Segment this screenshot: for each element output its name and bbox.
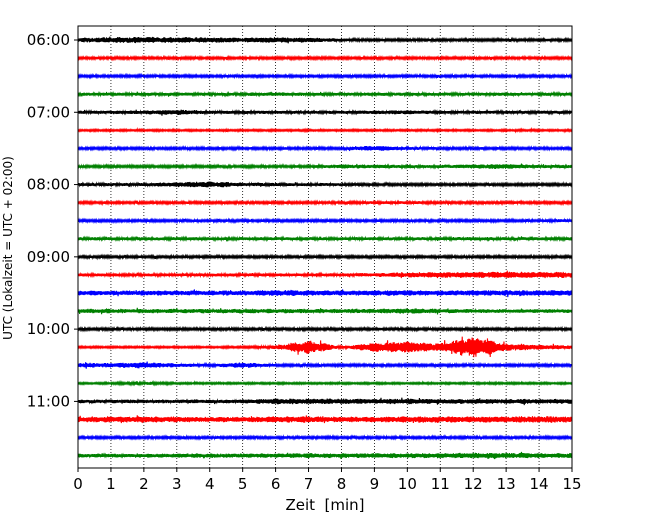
x-tick-label: 0 (73, 475, 83, 493)
x-tick-label: 15 (562, 475, 581, 493)
x-tick-label: 7 (304, 475, 314, 493)
x-tick-label: 1 (106, 475, 116, 493)
y-tick-label: 08:00 (27, 176, 70, 194)
x-tick-label: 8 (337, 475, 347, 493)
y-tick-label: 06:00 (27, 31, 70, 49)
trace-line (77, 336, 573, 358)
x-axis-label: Zeit [min] (285, 496, 364, 514)
x-tick-label: 11 (431, 475, 450, 493)
trace-line (77, 253, 573, 261)
x-tick-label: 4 (205, 475, 215, 493)
trace-line (77, 180, 573, 188)
trace-line (77, 217, 573, 225)
x-axis-ticks: 0 1 2 3 4 5 6 7 8 9 10 11 12 13 14 15 (73, 468, 582, 493)
trace-line (77, 54, 573, 62)
trace-line (77, 270, 573, 279)
trace-line (77, 163, 573, 170)
trace-line (77, 90, 573, 98)
x-tick-label: 5 (238, 475, 248, 493)
trace-line (77, 397, 573, 406)
trace-line (77, 199, 573, 207)
trace-line (77, 126, 573, 134)
y-tick-label: 07:00 (27, 103, 70, 121)
trace-line (77, 36, 573, 44)
trace-line (77, 235, 573, 243)
x-tick-label: 6 (271, 475, 281, 493)
plot-background (78, 26, 572, 468)
trace-line (77, 72, 573, 80)
y-tick-label: 10:00 (27, 320, 70, 338)
y-tick-label: 11:00 (27, 392, 70, 410)
trace-line (77, 379, 573, 387)
trace-line (77, 289, 573, 298)
trace-line (77, 325, 573, 333)
trace-line (77, 434, 573, 441)
trace-line (77, 451, 573, 460)
x-tick-label: 10 (398, 475, 417, 493)
x-tick-label: 14 (530, 475, 549, 493)
x-tick-label: 9 (370, 475, 380, 493)
trace-line (77, 307, 573, 315)
plot-frame (77, 25, 573, 469)
y-axis-label: UTC (Lokalzeit = UTC + 02:00) (1, 156, 15, 340)
x-tick-label: 2 (139, 475, 149, 493)
x-tick-label: 3 (172, 475, 182, 493)
seismic-traces (77, 36, 573, 460)
y-axis-ticks: 06:00 07:00 08:00 09:00 10:00 11:00 (27, 31, 78, 410)
trace-line (77, 415, 573, 424)
trace-line (77, 144, 573, 152)
y-tick-label: 09:00 (27, 248, 70, 266)
trace-line (77, 108, 573, 116)
x-tick-label: 12 (464, 475, 483, 493)
trace-line (77, 361, 573, 369)
x-tick-label: 13 (497, 475, 516, 493)
